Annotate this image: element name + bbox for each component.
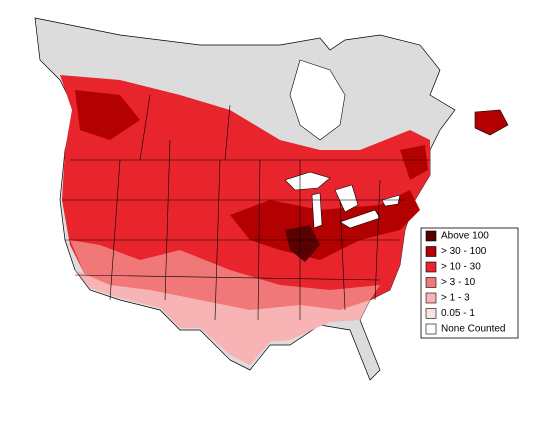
newfoundland bbox=[474, 109, 509, 136]
legend-swatch bbox=[425, 261, 437, 273]
state-borders bbox=[62, 94, 430, 321]
legend-swatch bbox=[425, 323, 437, 335]
legend-label: Above 100 bbox=[441, 231, 489, 242]
range-light bbox=[70, 240, 380, 310]
range-high bbox=[75, 90, 428, 260]
legend-swatch bbox=[425, 277, 437, 288]
legend-swatch bbox=[425, 292, 437, 304]
legend-label: 0.05 - 1 bbox=[441, 308, 475, 319]
legend-box bbox=[420, 227, 519, 339]
legend-swatch bbox=[425, 246, 437, 257]
range-highest bbox=[285, 225, 320, 262]
legend-swatch bbox=[425, 308, 437, 319]
range-pale bbox=[75, 270, 370, 365]
map-layer bbox=[34, 17, 509, 381]
legend-label: None Counted bbox=[441, 324, 506, 335]
legend-label: > 30 - 100 bbox=[441, 246, 487, 257]
legend-label: > 10 - 30 bbox=[441, 262, 481, 273]
legend-label: > 3 - 10 bbox=[441, 277, 476, 288]
legend-swatch bbox=[425, 230, 437, 242]
legend: Above 100 > 30 - 100 > 10 - 30 > 3 - 10 > 1 … bbox=[420, 227, 519, 339]
hudson-bay bbox=[289, 59, 346, 141]
legend-label: > 1 - 3 bbox=[441, 293, 470, 304]
